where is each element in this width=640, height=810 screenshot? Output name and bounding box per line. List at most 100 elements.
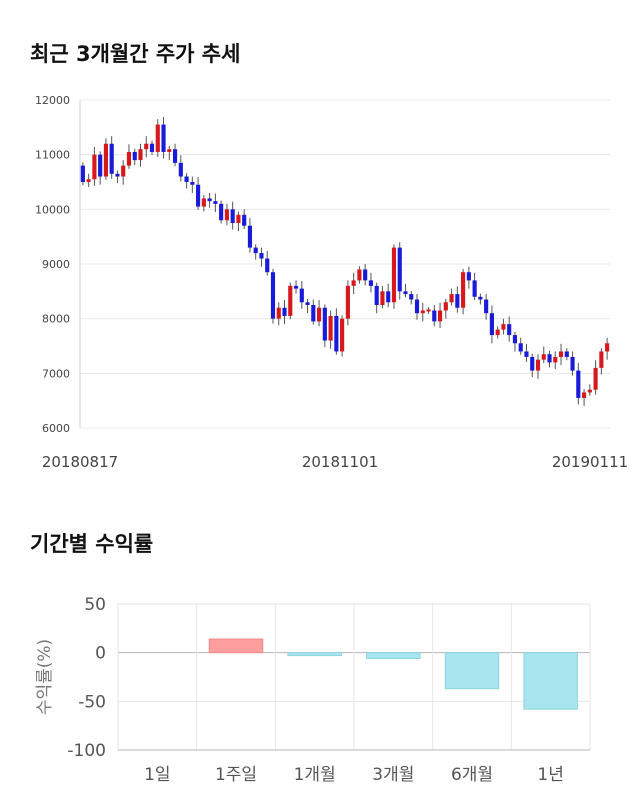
- return-bar: [444, 652, 500, 690]
- x-tick-label: 20180817: [42, 453, 118, 471]
- candle-body: [524, 351, 529, 357]
- x-tick-label: 3개월: [372, 765, 414, 785]
- y-axis-label: 수익률(%): [35, 639, 55, 715]
- candle-body: [374, 285, 379, 305]
- x-tick-label: 1개월: [294, 765, 336, 785]
- candle-body: [270, 272, 276, 319]
- candle-body: [242, 214, 247, 226]
- candle-body: [126, 151, 132, 166]
- price-trend-title: 최근 3개월간 주가 추세: [30, 42, 241, 66]
- candle-body: [115, 173, 120, 177]
- y-tick-label: 8000: [42, 313, 70, 326]
- candle-body: [386, 291, 391, 303]
- candle-body: [605, 343, 610, 352]
- candle-body: [311, 305, 316, 322]
- candle-body: [541, 354, 546, 360]
- candle-body: [334, 315, 339, 352]
- price-candlestick-chart: 12000 11000 10000 9000 8000 7000 6000 20180817 2…: [35, 94, 628, 471]
- candle-body: [132, 151, 137, 161]
- candle-body: [259, 253, 264, 259]
- y-tick-label: 11000: [35, 149, 70, 162]
- candle-body: [224, 209, 229, 221]
- candle-body: [455, 294, 460, 308]
- candle-body: [466, 272, 471, 281]
- candle-body: [357, 269, 362, 281]
- candle-body: [368, 280, 373, 286]
- candle-body: [599, 351, 604, 368]
- y-tick-label: 10000: [35, 203, 70, 216]
- candle-body: [161, 124, 166, 152]
- candle-body: [236, 214, 241, 223]
- candle-body: [420, 310, 425, 314]
- candle-body: [230, 209, 235, 223]
- candle-body: [172, 149, 178, 163]
- candle-body: [276, 307, 281, 319]
- y-tick-label: 12000: [35, 94, 70, 107]
- candle-body: [391, 247, 397, 303]
- x-tick-label: 6개월: [451, 765, 493, 785]
- candle-body: [351, 280, 356, 286]
- candle-body: [484, 299, 489, 314]
- candle-body: [547, 354, 552, 363]
- y-tick-label: 9000: [42, 258, 70, 271]
- candle-body: [461, 272, 466, 308]
- candle-body: [437, 310, 443, 322]
- candle-body: [155, 124, 160, 152]
- candle-body: [121, 165, 126, 177]
- candle-body: [184, 176, 189, 182]
- candle-body: [495, 329, 500, 336]
- candle-body: [489, 313, 494, 336]
- candle-body: [328, 315, 333, 341]
- candle-body: [414, 299, 420, 314]
- candle-body: [530, 356, 535, 371]
- candle-body: [317, 307, 322, 322]
- candle-body: [409, 294, 414, 300]
- x-tick-label: 20181101: [302, 453, 378, 471]
- candle-body: [397, 247, 402, 292]
- candle-body: [564, 351, 569, 357]
- x-tick-label: 20190111: [552, 453, 628, 471]
- candle-body: [80, 165, 85, 182]
- x-tick-label: 1주일: [215, 765, 257, 785]
- candle-body: [190, 182, 195, 185]
- y-tick-label: 0: [95, 644, 106, 664]
- candle-body: [167, 149, 172, 152]
- candle-body: [86, 179, 91, 182]
- y-tick-label: 7000: [42, 367, 70, 380]
- candle-body: [478, 296, 483, 300]
- candle-body: [293, 285, 299, 289]
- candle-body: [109, 143, 114, 174]
- return-bar: [287, 652, 342, 657]
- candle-body: [265, 258, 270, 273]
- candle-body: [253, 247, 258, 254]
- candle-body: [345, 285, 350, 319]
- candle-body: [576, 370, 581, 398]
- candle-body: [201, 198, 206, 207]
- candle-body: [512, 335, 518, 344]
- candle-body: [196, 184, 201, 207]
- candle-body: [305, 302, 310, 305]
- candle-body: [138, 149, 143, 161]
- candle-body: [144, 143, 149, 150]
- candle-body: [98, 154, 103, 177]
- candle-body: [535, 359, 541, 371]
- candle-body: [507, 324, 512, 336]
- candle-body: [518, 343, 523, 352]
- return-bar: [523, 652, 578, 710]
- y-tick-label: 50: [84, 595, 106, 615]
- candle-body: [380, 291, 385, 305]
- y-tick-label: 6000: [42, 422, 70, 435]
- candle-body: [432, 310, 437, 322]
- candle-body: [219, 203, 224, 221]
- candle-body: [247, 225, 253, 248]
- y-tick-label: -100: [67, 741, 106, 761]
- candle-body: [426, 309, 431, 312]
- return-bar: [366, 652, 421, 660]
- y-tick-label: -50: [78, 692, 106, 712]
- candle-body: [92, 154, 97, 180]
- x-tick-label: 1년: [537, 765, 563, 785]
- candle-body: [558, 351, 564, 357]
- x-tick-label: 1일: [144, 765, 170, 785]
- candle-body: [587, 389, 592, 393]
- candle-body: [403, 291, 408, 295]
